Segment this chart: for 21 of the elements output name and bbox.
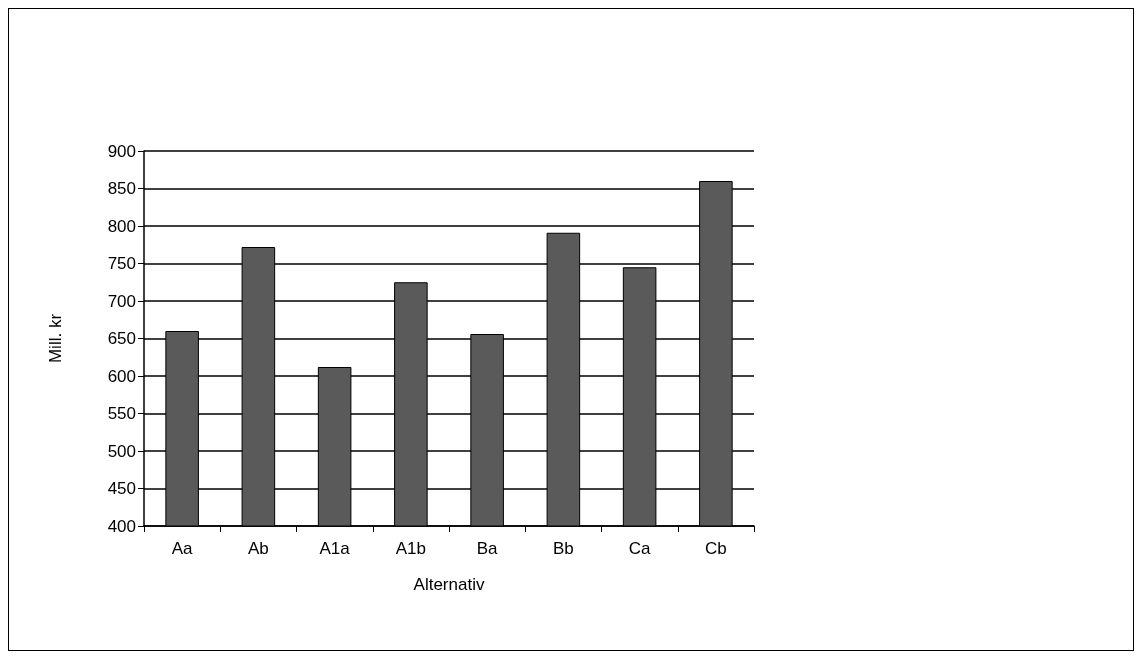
y-tick-label: 800 (107, 216, 136, 236)
y-tick-label: 600 (107, 366, 136, 386)
y-tick-label: 900 (107, 141, 136, 161)
y-tick-label: 500 (107, 441, 136, 461)
y-tick-label: 700 (107, 291, 136, 311)
x-tick-label: Ca (628, 539, 652, 558)
x-tick-label: Cb (705, 539, 727, 558)
x-tick-label: Bb (552, 539, 574, 558)
x-tick-label: Aa (171, 539, 194, 558)
y-tick-label: 750 (107, 254, 136, 273)
y-tick-label: 650 (107, 329, 136, 348)
y-tick-label: 400 (107, 516, 136, 536)
y-tick-label: 450 (107, 479, 136, 498)
y-axis-title: Mill. kr (46, 313, 65, 364)
y-tick-label: 850 (107, 179, 136, 198)
x-tick-label: Ab (247, 539, 269, 558)
x-tick-label: A1a (319, 539, 351, 558)
x-tick-label: Ba (476, 539, 499, 558)
x-axis-title: Alternativ (413, 575, 485, 594)
y-tick-label: 550 (107, 404, 136, 423)
x-tick-label: A1b (395, 539, 426, 558)
